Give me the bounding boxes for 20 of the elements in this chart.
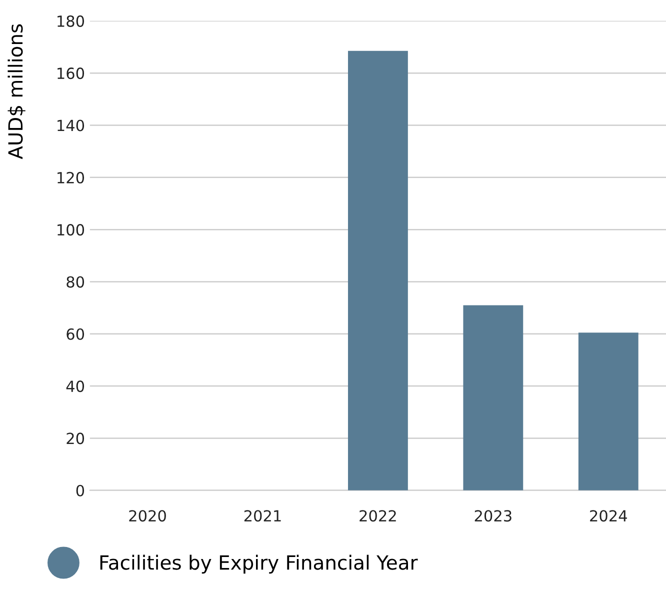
x-tick-label: 2023 (474, 510, 512, 522)
x-tick-label: 2021 (244, 510, 281, 522)
x-tick-label: 2022 (360, 510, 396, 522)
y-axis-title: AUD$ millions (8, 24, 26, 160)
bar (348, 50, 408, 490)
y-tick-label: 40 (66, 380, 84, 392)
y-tick-label: 180 (58, 15, 84, 27)
y-tick-label: 60 (66, 328, 84, 340)
x-tick-label: 2020 (129, 510, 166, 522)
y-tick-label: 20 (66, 432, 84, 444)
y-tick-label: 140 (58, 120, 84, 132)
x-tick-label: 2024 (590, 510, 627, 522)
y-tick-label: 160 (58, 68, 84, 80)
y-tick-label: 120 (58, 172, 84, 184)
bar (578, 332, 638, 490)
y-tick-label: 80 (66, 276, 84, 288)
y-tick-label: 100 (58, 224, 84, 236)
legend-label: Facilities by Expiry Financial Year (100, 554, 418, 574)
bar (463, 305, 524, 490)
y-tick-label: 0 (76, 484, 84, 496)
